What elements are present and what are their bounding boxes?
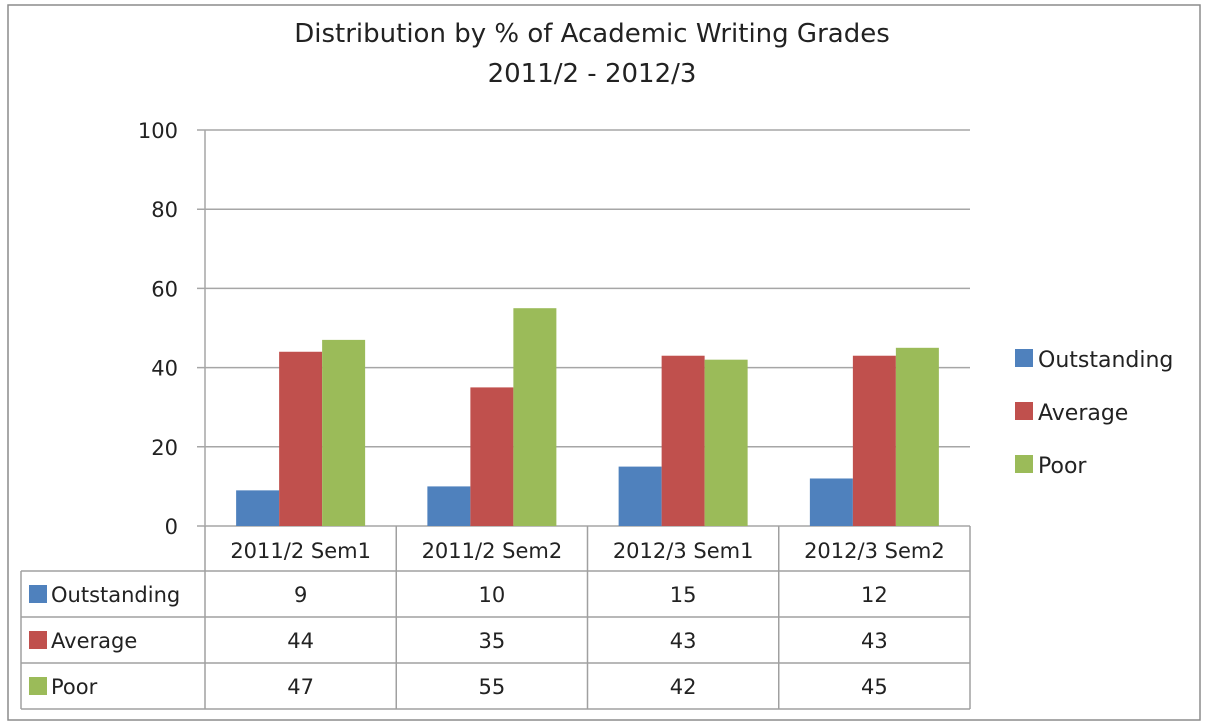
- chart-title: Distribution by % of Academic Writing Gr…: [294, 19, 890, 49]
- bar-outstanding: [809, 478, 853, 526]
- table-cell: 9: [294, 583, 307, 607]
- chart-frame: [7, 4, 1201, 721]
- table-cell: 47: [287, 675, 314, 699]
- bar-average: [279, 351, 323, 526]
- legend-swatch-outstanding: [1015, 349, 1033, 367]
- table-cell: 43: [670, 629, 697, 653]
- legend-swatch-poor: [1015, 455, 1033, 473]
- y-tick-label: 0: [165, 515, 178, 539]
- legend-label: Outstanding: [1038, 348, 1173, 373]
- table-cell: 15: [670, 583, 697, 607]
- bar-average: [852, 355, 896, 526]
- bar-outstanding: [427, 486, 471, 526]
- table-cell: 10: [479, 583, 506, 607]
- legend-key-poor: [29, 677, 47, 695]
- table-cell: 44: [287, 629, 314, 653]
- table-row-label: Outstanding: [51, 583, 180, 607]
- table-row-label: Average: [51, 629, 137, 653]
- table-cell: 55: [479, 675, 506, 699]
- y-tick-label: 100: [138, 119, 178, 143]
- y-tick-label: 80: [151, 198, 178, 222]
- table-row-label: Poor: [51, 675, 98, 699]
- legend-key-outstanding: [29, 585, 47, 603]
- bar-average: [470, 387, 514, 526]
- legend-label: Poor: [1038, 454, 1087, 479]
- bar-poor: [513, 308, 557, 526]
- bar-poor: [895, 347, 939, 526]
- bar-average: [661, 355, 705, 526]
- y-tick-label: 20: [151, 436, 178, 460]
- bar-poor: [322, 339, 366, 526]
- table-cell: 12: [861, 583, 888, 607]
- table-cell: 42: [670, 675, 697, 699]
- table-header-cell: 2012/3 Sem1: [613, 539, 754, 563]
- table-cell: 43: [861, 629, 888, 653]
- chart-subtitle: 2011/2 - 2012/3: [488, 59, 697, 89]
- table-cell: 45: [861, 675, 888, 699]
- legend-key-average: [29, 631, 47, 649]
- table-header-cell: 2011/2 Sem2: [422, 539, 563, 563]
- bar-poor: [704, 359, 748, 526]
- table-header-cell: 2011/2 Sem1: [230, 539, 371, 563]
- table-cell: 35: [479, 629, 506, 653]
- legend-label: Average: [1038, 401, 1128, 426]
- y-tick-label: 60: [151, 277, 178, 301]
- table-header-cell: 2012/3 Sem2: [804, 539, 945, 563]
- y-tick-label: 40: [151, 357, 178, 381]
- bar-outstanding: [618, 466, 662, 526]
- bar-outstanding: [236, 490, 280, 526]
- legend-swatch-average: [1015, 402, 1033, 420]
